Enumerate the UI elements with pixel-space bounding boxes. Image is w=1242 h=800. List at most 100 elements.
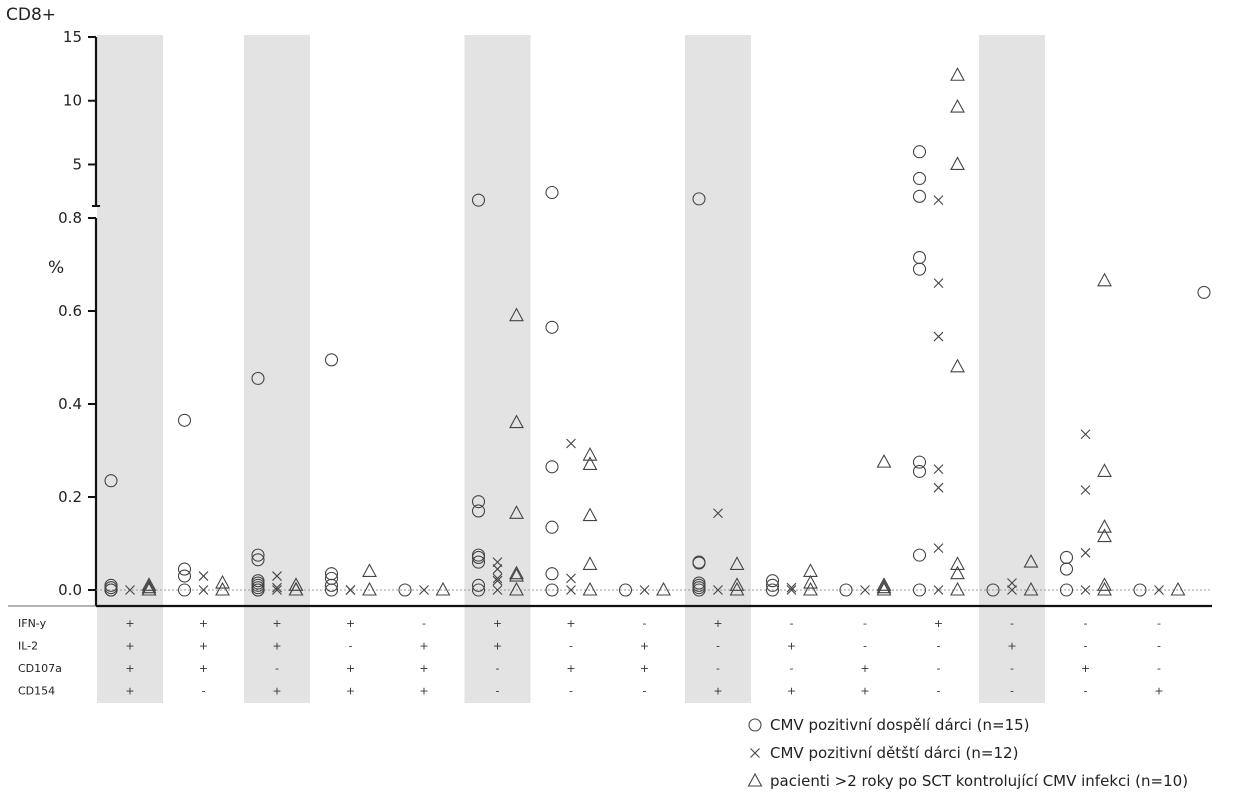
shaded-band-group-6 [464, 35, 531, 703]
sign-cell-r1-g11: - [863, 640, 867, 653]
sign-cell-r1-g6: + [493, 640, 502, 653]
sign-cell-r0-g4: + [346, 617, 355, 630]
sign-cell-r2-g15: - [1157, 662, 1161, 675]
sign-cell-r3-g5: + [419, 685, 428, 698]
sign-cell-r3-g8: - [643, 685, 647, 698]
triangle-point-g4-1 [362, 581, 377, 596]
legend-entry-1: CMV pozitivní dětští dárci (n=12) [770, 744, 1018, 762]
sign-cell-r0-g6: + [493, 617, 502, 630]
circle-point-g12-3 [912, 250, 927, 265]
shaded-band-group-9 [685, 35, 751, 703]
circle-point-g10-1 [765, 578, 780, 592]
x-point-g4-1 [345, 585, 356, 595]
sign-cell-r1-g14: - [1084, 640, 1088, 653]
triangle-point-g6-5 [509, 581, 524, 596]
triangle-point-g15-0 [1170, 581, 1186, 596]
x-point-g13-1 [1007, 585, 1017, 595]
triangle-point-g6-2 [509, 505, 524, 519]
marker-table: IFN-y + + + + - + + - + - - + - - - IL-2 + + + - + + - + - + - - + - - C… [18, 617, 1164, 698]
triangle-point-g9-1 [729, 577, 745, 591]
sign-cell-r3-g2: - [202, 685, 206, 698]
circle-point-g9-2 [692, 556, 706, 570]
x-point-g14-2 [1080, 547, 1091, 558]
sign-cell-r0-g10: - [790, 617, 794, 630]
x-point-g12-4 [933, 482, 944, 493]
sign-cell-r2-g11: + [860, 662, 869, 675]
row-label-1: IL-2 [18, 640, 38, 653]
y-tick-label: 0.6 [58, 302, 82, 320]
triangle-point-g11-1 [876, 577, 892, 591]
circle-point-g12-0 [912, 145, 927, 159]
circle-point-g7-5 [545, 583, 559, 597]
sign-cell-r0-g13: - [1010, 617, 1014, 630]
triangle-point-g7-4 [582, 581, 598, 596]
triangle-point-g12-3 [950, 358, 965, 373]
sign-cell-r2-g9: - [716, 662, 720, 675]
x-point-g9-0 [713, 508, 723, 519]
sign-cell-r3-g11: + [860, 685, 869, 698]
y-axis: 15 10 5 0.8 0.6 0.4 0.2 0.0 CD8+% [6, 5, 1212, 608]
sign-cell-r2-g14: + [1081, 662, 1090, 675]
sign-cell-r0-g9: + [713, 617, 722, 630]
x-point-g6-1 [492, 564, 503, 574]
circle-point-g6-4 [471, 550, 486, 565]
triangle-point-g9-2 [729, 581, 745, 596]
x-point-g3-1 [272, 582, 282, 593]
triangle-point-g11-0 [876, 453, 892, 468]
sign-cell-r0-g1: + [125, 617, 134, 630]
circle-point-g12-1 [912, 171, 927, 186]
circle-point-g14-1 [1059, 562, 1074, 576]
circle-point-g10-0 [765, 574, 780, 588]
sign-cell-r2-g10: - [790, 662, 794, 675]
legend-entry-2: pacienti >2 roky po SCT kontrolující CMV… [770, 772, 1188, 790]
sign-cell-r0-g14: - [1084, 617, 1088, 630]
circle-point-g6-5 [471, 555, 486, 569]
circle-point-g6-2 [471, 504, 486, 518]
sign-cell-r2-g5: + [419, 662, 428, 675]
circle-point-g3-8 [251, 583, 265, 597]
triangle-point-g10-0 [803, 563, 818, 577]
circle-point-g6-7 [471, 583, 486, 597]
x-point-g7-2 [566, 585, 576, 595]
x-point-g6-2 [492, 573, 503, 584]
sign-cell-r1-g2: + [199, 640, 208, 653]
x-point-g2-0 [198, 571, 209, 581]
circle-point-g2-0 [177, 413, 192, 427]
sign-cell-r2-g8: + [640, 662, 649, 675]
circle-point-g4-3 [324, 578, 339, 592]
x-point-g12-6 [933, 585, 944, 595]
sign-cell-r3-g10: + [787, 685, 796, 698]
x-point-g14-1 [1080, 485, 1091, 495]
circle-point-g3-1 [251, 548, 265, 562]
circle-point-g7-4 [545, 567, 559, 581]
x-point-g6-3 [492, 575, 503, 586]
sign-cell-r2-g1: + [125, 662, 134, 675]
circle-point-g2-1 [177, 562, 192, 576]
circle-point-g6-6 [471, 578, 486, 592]
legend-triangle-marker [747, 772, 763, 787]
triangle-point-g13-0 [1023, 553, 1039, 568]
sign-cell-r0-g15: - [1157, 617, 1161, 630]
x-point-g7-1 [566, 573, 576, 584]
circle-point-g1-0 [104, 474, 118, 488]
sign-cell-r1-g10: + [787, 640, 796, 653]
triangle-point-g14-5 [1097, 581, 1112, 596]
circle-point-g7-1 [545, 320, 559, 334]
x-point-g3-2 [272, 585, 282, 595]
sign-cell-r0-g7: + [566, 617, 575, 630]
chart-title: CD8+ [6, 5, 56, 25]
legend: CMV pozitivní dospělí dárci (n=15) CMV po… [747, 716, 1188, 790]
x-point-g6-4 [492, 585, 503, 595]
triangle-point-g6-1 [509, 414, 524, 429]
x-point-g12-5 [933, 543, 944, 554]
shaded-band-group-13 [979, 35, 1045, 703]
circle-point-g1-4 [104, 583, 118, 597]
legend-entry-0: CMV pozitivní dospělí dárci (n=15) [770, 716, 1030, 734]
circle-point-g6-1 [471, 495, 486, 509]
row-label-3: CD154 [18, 685, 55, 698]
y-tick-label: 0.4 [58, 395, 82, 413]
sign-cell-r0-g12: + [934, 617, 943, 630]
triangle-point-g7-2 [582, 507, 598, 522]
circle-point-g12-4 [912, 262, 927, 276]
data-points [104, 67, 1211, 597]
